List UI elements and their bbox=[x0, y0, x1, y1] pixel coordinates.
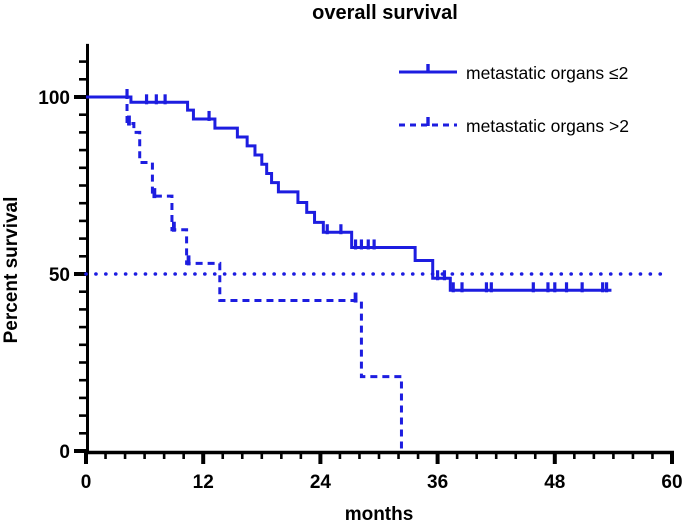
survival-curves bbox=[86, 95, 612, 451]
legend-label-le2: metastatic organs ≤2 bbox=[466, 63, 628, 83]
x-tick-label: 0 bbox=[81, 472, 92, 493]
x-tick-label: 12 bbox=[193, 472, 214, 493]
y-axis-title: Percent survival bbox=[1, 197, 22, 344]
legend-keys bbox=[399, 64, 457, 127]
axes bbox=[74, 43, 674, 464]
censor-marks bbox=[125, 89, 609, 303]
x-tick-label: 48 bbox=[544, 472, 565, 493]
y-tick-label: 100 bbox=[38, 88, 70, 109]
x-tick-label: 36 bbox=[427, 472, 448, 493]
legend-label-gt2: metastatic organs >2 bbox=[466, 116, 629, 136]
y-tick-label: 50 bbox=[49, 265, 70, 286]
x-tick-label: 60 bbox=[661, 472, 682, 493]
chart-title: overall survival bbox=[312, 2, 458, 24]
legend: metastatic organs ≤2 metastatic organs >… bbox=[399, 63, 629, 136]
km-curve-gt2 bbox=[86, 95, 403, 451]
km-curve-le2 bbox=[86, 95, 612, 292]
y-tick-label: 0 bbox=[59, 442, 70, 463]
x-axis-title: months bbox=[345, 504, 414, 525]
x-tick-label: 24 bbox=[310, 472, 332, 493]
tick-labels: 0 50 100 0 12 24 36 48 60 bbox=[38, 88, 682, 493]
